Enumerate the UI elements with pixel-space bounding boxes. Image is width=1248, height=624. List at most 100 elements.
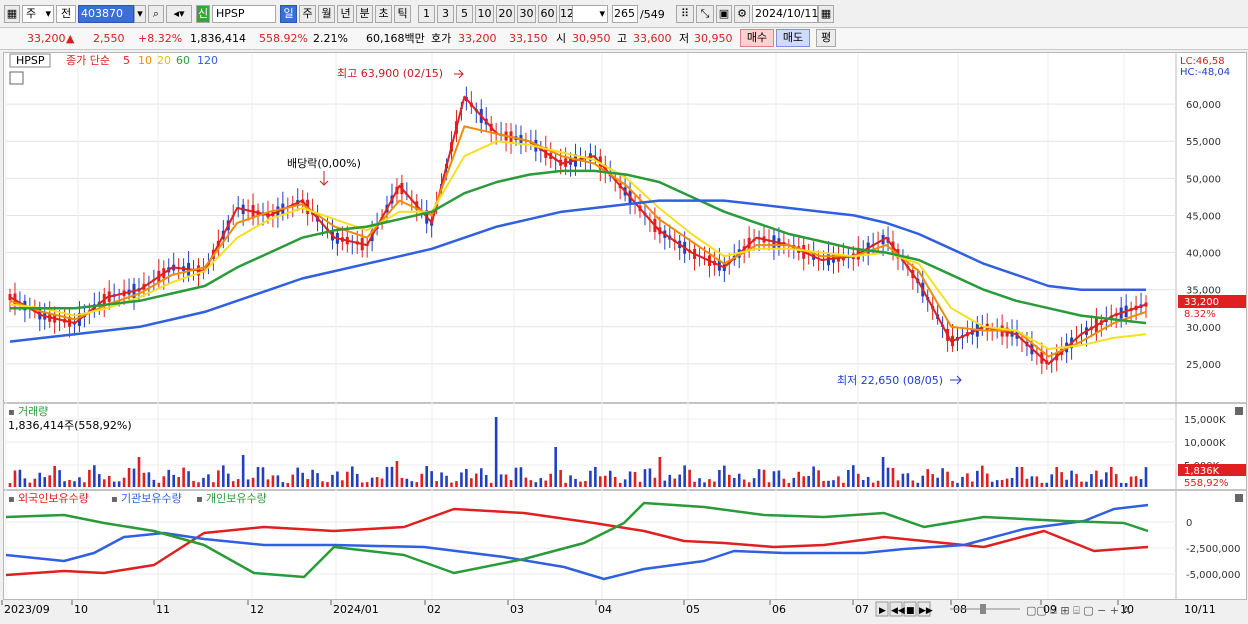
period-button-0[interactable]: 일 bbox=[280, 5, 297, 23]
sell-button[interactable]: 매도 bbox=[776, 29, 810, 47]
volume-bar bbox=[708, 479, 711, 487]
volume-bar bbox=[479, 468, 483, 487]
volume-bar bbox=[787, 482, 791, 487]
evaluate-button[interactable]: 평 bbox=[816, 29, 836, 47]
period-button-1[interactable]: 주 bbox=[299, 5, 316, 23]
volume-bar bbox=[767, 482, 771, 487]
stop-icon[interactable] bbox=[903, 601, 917, 617]
panel-close-icon[interactable] bbox=[1235, 407, 1243, 415]
period-button-6[interactable]: 틱 bbox=[394, 5, 411, 23]
volume-bar bbox=[365, 482, 369, 487]
volume-bar bbox=[102, 479, 106, 487]
gear-icon[interactable]: ⚙ bbox=[734, 5, 750, 23]
panel-handle-icon[interactable]: ▪ bbox=[111, 494, 118, 505]
volume-bar bbox=[797, 471, 801, 487]
volume-bar bbox=[1095, 470, 1098, 487]
volume-bar bbox=[78, 477, 81, 487]
volume-bar bbox=[1144, 467, 1148, 487]
low-arrow-icon bbox=[950, 375, 962, 385]
volume-bar bbox=[688, 469, 691, 487]
volume-bar bbox=[941, 468, 944, 487]
price-chart[interactable]: 60,000 55,000 50,000 45,000 40,000 35,000 30,0… bbox=[4, 53, 1246, 599]
volume-bar bbox=[1085, 481, 1088, 487]
volume-bar bbox=[956, 482, 959, 487]
volume-bar bbox=[385, 466, 389, 487]
forward-icon[interactable] bbox=[917, 601, 931, 617]
x-tick-label: 2023/09 bbox=[4, 603, 50, 616]
volume-bar bbox=[276, 475, 280, 487]
trade-amount: 60,168백만 bbox=[366, 32, 425, 45]
interval-button-30[interactable]: 30 bbox=[517, 5, 536, 23]
volume-bar bbox=[554, 447, 557, 487]
volume-bar bbox=[93, 465, 96, 487]
x-tick-label: 03 bbox=[510, 603, 524, 616]
period-select[interactable]: 주 ▾ bbox=[22, 5, 54, 23]
scroll-thumb[interactable] bbox=[980, 604, 986, 614]
interval-button-60[interactable]: 60 bbox=[538, 5, 557, 23]
volume-bar bbox=[827, 480, 830, 487]
rewind-icon[interactable] bbox=[889, 601, 903, 617]
period-button-3[interactable]: 년 bbox=[337, 5, 354, 23]
institution-holding-line bbox=[5, 503, 1149, 581]
period-button-4[interactable]: 분 bbox=[356, 5, 373, 23]
interval-button-20[interactable]: 20 bbox=[496, 5, 515, 23]
panel-handle-icon[interactable]: ▪ bbox=[8, 407, 15, 418]
high-price: 33,600 bbox=[633, 32, 672, 45]
interval-button-5[interactable]: 5 bbox=[456, 5, 473, 23]
volume-bar bbox=[990, 481, 994, 487]
low-label: 저 bbox=[679, 32, 690, 45]
play-icon[interactable] bbox=[875, 601, 889, 617]
panel-handle-icon[interactable]: ▪ bbox=[196, 494, 203, 505]
page-position-input[interactable]: 265 bbox=[612, 5, 638, 23]
volume-bar bbox=[33, 478, 37, 487]
chevron-down-icon[interactable]: ▾ bbox=[134, 5, 146, 23]
date-input[interactable]: 2024/10/11 bbox=[752, 5, 818, 23]
volume-bar bbox=[440, 472, 443, 487]
high-annotation: 최고 63,900 (02/15) bbox=[337, 67, 443, 80]
panel-close-icon[interactable] bbox=[1235, 494, 1243, 502]
price-tick-label: 40,000 bbox=[1186, 249, 1221, 260]
interval-button-1[interactable]: 1 bbox=[418, 5, 435, 23]
zoom-tools-icon[interactable]: ▢▢ ⌸ ⊞ ⌸ ▢ − + A bbox=[1026, 604, 1131, 617]
calendar-icon[interactable]: ▦ bbox=[818, 5, 834, 23]
save-icon[interactable]: ▣ bbox=[716, 5, 732, 23]
volume-bar bbox=[217, 470, 220, 487]
table-icon[interactable] bbox=[9, 71, 24, 85]
volume-bar bbox=[1020, 466, 1024, 487]
interval-button-3[interactable]: 3 bbox=[437, 5, 454, 23]
mode-select[interactable]: 전 bbox=[56, 5, 76, 23]
volume-bar bbox=[1124, 482, 1128, 487]
volume-bar bbox=[425, 466, 428, 487]
chart-layout-icon[interactable]: ▦ bbox=[4, 5, 20, 23]
volume-bar bbox=[847, 470, 850, 487]
change-arrow-icon: ▲ bbox=[66, 32, 75, 45]
volume-bar bbox=[871, 482, 875, 487]
volume-bar bbox=[772, 471, 776, 487]
volume-bar bbox=[1075, 473, 1078, 487]
stock-name-field[interactable]: HPSP bbox=[212, 5, 276, 23]
volume-bar bbox=[792, 477, 796, 487]
buy-button[interactable]: 매수 bbox=[740, 29, 774, 47]
volume-bar bbox=[817, 470, 820, 487]
speaker-icon[interactable]: ◂▾ bbox=[166, 5, 192, 23]
volume-bar bbox=[951, 480, 954, 487]
volume-bar bbox=[1105, 472, 1108, 487]
stock-code-input[interactable]: 403870 bbox=[78, 5, 134, 23]
volume-bar bbox=[732, 477, 736, 487]
chart-area[interactable]: 60,000 55,000 50,000 45,000 40,000 35,000 30,0… bbox=[3, 52, 1247, 600]
range-dropdown[interactable]: ▾ bbox=[572, 5, 608, 23]
volume-bar bbox=[1119, 482, 1123, 487]
volume-bar bbox=[132, 468, 136, 487]
period-button-5[interactable]: 초 bbox=[375, 5, 392, 23]
volume-bar bbox=[896, 480, 900, 487]
volume-ratio: 558.92% bbox=[259, 32, 308, 45]
search-icon[interactable]: ⌕ bbox=[148, 5, 164, 23]
grid-icon[interactable]: ⠿ bbox=[676, 5, 694, 23]
draw-icon[interactable]: ⤡ bbox=[696, 5, 714, 23]
interval-button-10[interactable]: 10 bbox=[475, 5, 494, 23]
panel-handle-icon[interactable]: ▪ bbox=[8, 494, 15, 505]
x-tick-label: 09 bbox=[1043, 603, 1057, 616]
period-button-2[interactable]: 월 bbox=[318, 5, 335, 23]
volume-bar bbox=[628, 471, 632, 487]
price-change-pct: +8.32% bbox=[138, 32, 183, 45]
